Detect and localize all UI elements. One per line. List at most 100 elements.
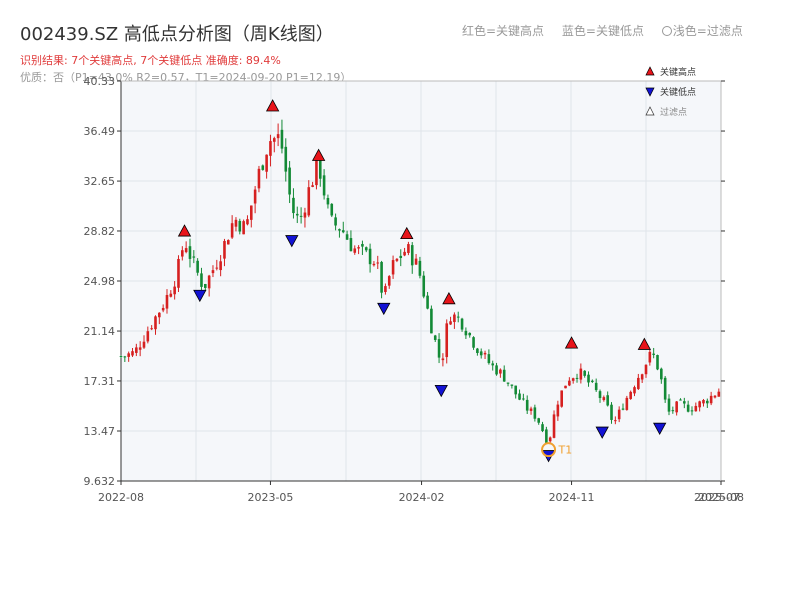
- candle-body: [460, 318, 464, 330]
- candle-body: [280, 129, 284, 149]
- candle-body: [476, 348, 479, 354]
- key-low-marker: [285, 235, 299, 248]
- candle-body: [709, 395, 713, 404]
- candle-body: [181, 250, 184, 257]
- candle-body: [127, 353, 130, 357]
- candle-body: [177, 258, 180, 288]
- candle-body: [468, 332, 472, 336]
- candle-body: [472, 337, 475, 348]
- top-legend: 红色=关键高点 蓝色=关键低点 浅色=过滤点: [462, 22, 757, 39]
- candle-body: [418, 260, 422, 276]
- candle-body: [230, 223, 234, 238]
- candle-body: [656, 355, 659, 370]
- candle-body: [644, 364, 648, 375]
- candle-body: [403, 251, 406, 256]
- candle-body: [422, 275, 426, 297]
- key-high-marker: [311, 148, 326, 161]
- candle-body: [353, 248, 357, 253]
- candle-body: [552, 414, 556, 438]
- candle-body: [433, 335, 437, 340]
- key-high-marker: [177, 224, 192, 237]
- candles: [119, 119, 721, 445]
- candle-body: [361, 243, 364, 247]
- x-tick-label: 2024-11: [549, 491, 595, 504]
- candle-body: [702, 400, 705, 404]
- t1-label: T1: [558, 444, 573, 457]
- candle-body: [330, 203, 334, 216]
- candle-body: [269, 141, 272, 156]
- candle-body: [391, 260, 395, 275]
- candle-body: [131, 351, 134, 356]
- key-low-marker: [193, 289, 207, 303]
- candle-body: [414, 258, 418, 265]
- result-summary: 识别结果: 7个关键高点, 7个关键低点 准确度: 89.4%: [20, 54, 281, 67]
- candle-body: [698, 401, 701, 408]
- candle-body: [272, 138, 276, 142]
- candle-body: [253, 189, 257, 204]
- candle-body: [560, 390, 563, 407]
- candle-body: [238, 220, 242, 232]
- legend-filtered-label: 过滤点: [660, 106, 687, 118]
- candle-body: [184, 248, 188, 253]
- candle-body: [502, 369, 506, 382]
- candle-body: [690, 410, 694, 412]
- candle-body: [614, 420, 617, 422]
- candle-body: [633, 387, 636, 394]
- candle-body: [357, 247, 360, 249]
- candle-body: [142, 341, 146, 348]
- candle-body: [533, 407, 537, 419]
- key-high-marker: [564, 336, 579, 349]
- candle-body: [683, 401, 686, 404]
- candle-body: [192, 256, 196, 258]
- y-tick-label: 40.33: [84, 75, 116, 88]
- candle-body: [679, 399, 682, 401]
- candle-body: [334, 217, 337, 226]
- candle-body: [158, 312, 161, 318]
- candle-body: [249, 205, 253, 220]
- candle-body: [138, 347, 142, 350]
- red-legend-text: 红色=关键高点: [462, 24, 545, 38]
- candle-body: [541, 424, 544, 432]
- candle-body: [583, 370, 586, 376]
- candle-body: [629, 391, 632, 399]
- candle-body: [395, 258, 399, 261]
- candle-body: [257, 168, 261, 189]
- candle-body: [713, 395, 717, 398]
- candle-body: [479, 351, 483, 356]
- candle-body: [426, 295, 429, 309]
- candle-body: [499, 369, 502, 374]
- candle-body: [338, 229, 341, 231]
- candle-body: [207, 275, 211, 289]
- candle-body: [407, 244, 410, 253]
- candle-body: [364, 247, 368, 251]
- y-tick-label: 17.31: [84, 375, 116, 388]
- candle-body: [376, 262, 380, 264]
- candle-body: [326, 197, 330, 205]
- candle-body: [261, 165, 265, 170]
- y-tick-label: 13.47: [84, 425, 116, 438]
- candle-body: [119, 356, 123, 358]
- candle-body: [384, 286, 387, 292]
- candle-body: [242, 221, 245, 235]
- candle-body: [169, 293, 173, 297]
- candle-body: [161, 307, 165, 311]
- candle-body: [341, 230, 345, 233]
- key-high-marker: [637, 337, 652, 350]
- candle-body: [173, 286, 176, 295]
- key-high-marker: [442, 291, 456, 305]
- candle-body: [292, 197, 295, 214]
- key-high-marker: [265, 99, 280, 112]
- candle-body: [648, 351, 652, 363]
- y-tick-label: 36.49: [84, 125, 116, 138]
- key-low-marker: [595, 426, 609, 439]
- candle-body: [617, 409, 621, 420]
- candle-body: [663, 377, 667, 400]
- candle-body: [449, 321, 452, 325]
- candle-body: [154, 316, 157, 330]
- candle-body: [303, 212, 307, 218]
- legend-filtered-icon: [645, 106, 655, 116]
- candle-body: [564, 385, 567, 389]
- candle-body: [506, 382, 510, 384]
- candle-body: [522, 398, 525, 400]
- y-tick-label: 32.65: [84, 175, 116, 188]
